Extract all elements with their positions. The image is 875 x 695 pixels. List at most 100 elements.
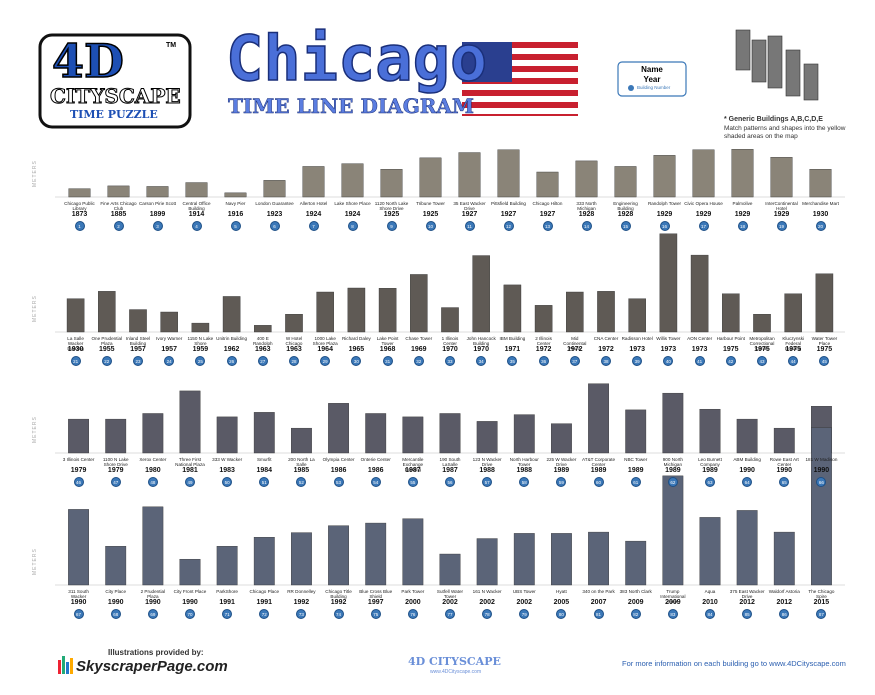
building-name: 123 N Wacker Drive [472, 457, 502, 467]
building-name: City Place [105, 589, 127, 594]
building-year: 1979 [70, 467, 87, 474]
building-year: 1987 [405, 467, 421, 474]
building-year: 1925 [422, 211, 439, 218]
building-name: 3 Illinois Center [62, 457, 95, 462]
building-name: 311 South Wacker [68, 589, 89, 599]
building-number: 62 [667, 477, 678, 487]
building [291, 427, 312, 454]
building-year: 1973 [629, 346, 645, 353]
building [503, 284, 522, 333]
building-number: 29 [320, 356, 331, 366]
building-name: Merchandise Mart [802, 201, 839, 206]
building [107, 185, 130, 198]
building-number: 73 [296, 609, 307, 619]
building-name: AON Center [687, 336, 713, 341]
building-name: Richard Daley [341, 336, 371, 341]
building-number: 11 [464, 221, 475, 231]
building [588, 383, 609, 454]
building [419, 157, 442, 198]
building [263, 180, 286, 198]
building-name: Randolph Tower [647, 201, 682, 206]
building-year: 2009 [665, 599, 681, 606]
building-year: 2000 [405, 599, 421, 606]
building-year: 1968 [379, 346, 396, 353]
building [253, 412, 275, 454]
building [328, 403, 349, 454]
building-year: 1979 [107, 467, 124, 474]
building-name: 35 East Wacker Drive [453, 201, 486, 211]
generic-note: * Generic Buildings A,B,C,D,E [724, 116, 823, 123]
building-number: 69 [147, 609, 158, 619]
building-name: Aqua [704, 589, 716, 594]
building [142, 413, 164, 454]
building-year: 1957 [161, 346, 177, 353]
building-number: 15 [620, 221, 631, 231]
building-name: London Guarantee [255, 201, 294, 206]
building [439, 553, 461, 586]
building-name: La Salle Wacker Building [67, 336, 84, 351]
building [597, 291, 615, 333]
info: For more information on each building go… [622, 659, 846, 668]
building [497, 149, 520, 198]
building-number: 13 [542, 221, 553, 231]
building-name: Unitrin Building [216, 336, 248, 341]
building-name: Onterie Center [360, 457, 391, 462]
building-year: 1988 [479, 467, 495, 474]
building-number: 23 [133, 356, 143, 366]
brand-url: www.4DCityscape.com [430, 669, 482, 675]
building [536, 171, 559, 198]
building-year: 1930 [812, 211, 829, 218]
building-year: 1973 [660, 346, 677, 353]
building-year: 1989 [702, 467, 718, 474]
building-name: Allerton Hotel [299, 201, 328, 206]
building-number: 41 [694, 356, 705, 366]
building-name: Lake Point Tower [376, 336, 399, 346]
building-number: 83 [667, 609, 678, 619]
building-name: UBS Tower [512, 589, 536, 594]
building-year: 1987 [442, 467, 458, 474]
credit-label: Illustrations provided by: [108, 648, 204, 657]
building [402, 518, 424, 586]
building-year: 2015 [813, 599, 830, 606]
building-number: 44 [788, 356, 799, 366]
building-name: Mid Continental Plaza [563, 336, 587, 351]
building-year: 1885 [110, 211, 127, 218]
generic-buildings [735, 29, 819, 101]
building-number: 14 [581, 221, 592, 231]
building-number: 70 [185, 609, 195, 619]
building-number: 65 [779, 477, 790, 487]
building-number: 72 [259, 609, 270, 619]
building [736, 510, 758, 586]
credit-icon [58, 656, 73, 674]
building-name: Water Tower Place [811, 336, 838, 346]
building [316, 291, 334, 333]
building-number: 54 [370, 477, 381, 487]
building-number: 27 [257, 356, 268, 366]
building-number: 58 [519, 477, 530, 487]
building-name: 333 W Wacker [212, 457, 243, 462]
building-name: RR Donnelley [287, 589, 316, 594]
building [68, 509, 89, 586]
building-number: 75 [370, 609, 381, 619]
building-name: 1 Illinois Center [441, 336, 459, 346]
building-year: 1972 [566, 346, 583, 353]
building-name: Palmolive [732, 201, 753, 206]
building-number: 84 [705, 609, 715, 619]
building-number: 2 [113, 221, 124, 231]
building-name: Metropolitan Correctional Center [749, 336, 775, 351]
building-name: Inland Steel Building [125, 336, 151, 346]
building [105, 546, 127, 586]
building [809, 169, 832, 198]
legend-circle [628, 85, 634, 91]
building-year: 1972 [598, 346, 614, 353]
building-year: 1989 [665, 467, 681, 474]
building [285, 314, 303, 333]
building-name: 375 East Wacker Drive [729, 589, 765, 599]
building [653, 155, 676, 198]
building-number: 30 [351, 356, 362, 366]
building-name: 2 Prudential Plaza [140, 589, 166, 599]
building [722, 293, 740, 333]
building-name: Tribune Tower [416, 201, 445, 206]
building-year: 1984 [256, 467, 273, 474]
